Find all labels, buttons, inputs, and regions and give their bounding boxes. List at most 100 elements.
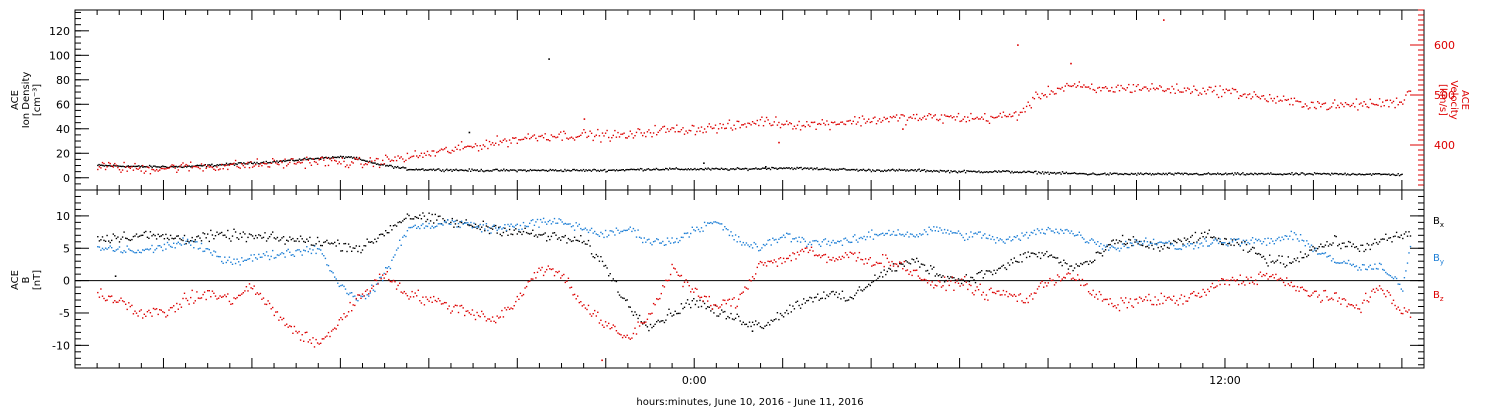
velocity-series-point [604, 132, 607, 134]
bz-series-point [686, 281, 689, 283]
density-series-point [1260, 172, 1263, 175]
density-series-point [553, 169, 555, 172]
by-series-point [1332, 258, 1334, 260]
by-series-point [1043, 232, 1045, 234]
bx-series-point [660, 320, 662, 322]
by-series-point [617, 229, 619, 231]
bx-series-point [111, 239, 113, 242]
by-series-point [1233, 238, 1235, 240]
density-series-point [699, 168, 701, 170]
by-series-point [1089, 239, 1091, 241]
bx-series-point [882, 276, 884, 278]
density-series-point [397, 165, 399, 168]
bz-series-point [1375, 287, 1378, 290]
velocity-series-point [772, 124, 774, 126]
by-series-point [640, 237, 642, 239]
bz-series-point [473, 314, 475, 316]
bx-series-point [433, 222, 435, 224]
by-series-point [1234, 239, 1237, 241]
density-series-point [1141, 173, 1143, 175]
by-series-point [914, 236, 916, 238]
by-series-point [194, 241, 196, 243]
bx-series-point [234, 231, 237, 233]
bx-series-point [250, 234, 252, 236]
bz-series-point [909, 271, 912, 273]
bz-series-point [335, 328, 337, 330]
density-series-point [1170, 173, 1172, 175]
by-series-point [1358, 266, 1361, 269]
density-series-point [448, 169, 451, 171]
bx-series-point [677, 312, 679, 315]
by-series-point [1267, 237, 1269, 239]
bx-series-point [846, 299, 848, 302]
bx-series-point [1299, 251, 1302, 253]
velocity-series-point [1018, 114, 1020, 116]
density-series-point [560, 169, 562, 171]
bz-series-point [809, 249, 811, 251]
velocity-series-point [522, 138, 525, 140]
by-series-point [1064, 229, 1066, 231]
by-series-point [1221, 242, 1223, 244]
density-series-point [718, 168, 720, 170]
bz-series-point [584, 307, 587, 309]
bz-series-point [1038, 285, 1040, 288]
density-series-point [853, 168, 855, 171]
velocity-series-point [504, 138, 506, 140]
by-series-point [1176, 248, 1178, 250]
velocity-series-point [109, 162, 111, 165]
bx-series-point [100, 239, 102, 241]
density-series-point [333, 156, 335, 159]
by-series-point [841, 244, 844, 246]
by-series-point [620, 230, 622, 233]
by-series-point [1049, 228, 1051, 230]
velocity-series-point [1162, 89, 1164, 92]
density-series-point [984, 171, 987, 173]
bx-series-point [1091, 262, 1093, 264]
velocity-series-point [1156, 87, 1158, 89]
by-series-point [1279, 239, 1282, 242]
velocity-series-point [228, 164, 231, 166]
by-series-point [755, 243, 757, 245]
by-series-point [947, 229, 949, 231]
bx-series-point [872, 280, 875, 283]
velocity-series-point [1217, 96, 1220, 99]
bx-series-point [640, 321, 642, 323]
velocity-series-point [123, 161, 125, 164]
bz-series-point [1190, 293, 1192, 295]
density-series-point [223, 164, 225, 166]
bx-series-point [1351, 245, 1353, 248]
density-series-point [1244, 174, 1247, 176]
by-series-point [1015, 236, 1017, 239]
by-series-point [1121, 243, 1124, 245]
bx-series-point [823, 291, 825, 293]
bx-series-point [287, 240, 289, 242]
density-series-point [1376, 173, 1378, 175]
bz-series-point [1100, 293, 1102, 296]
bz-series-point [414, 292, 416, 294]
velocity-series-point [408, 157, 410, 160]
velocity-series-point [990, 115, 992, 118]
bx-series-point [196, 236, 198, 238]
by-series-point [1156, 244, 1158, 246]
density-series-point [485, 169, 488, 172]
density-series-point [1290, 173, 1292, 175]
bx-series-point [556, 238, 559, 240]
bx-series-point [731, 318, 734, 320]
density-series-point [959, 171, 961, 173]
bx-series-point [1114, 242, 1116, 245]
density-series-point [176, 166, 179, 168]
bx-series-point [258, 234, 260, 236]
bz-series-point [970, 284, 972, 287]
bz-series-point [1332, 298, 1334, 301]
by-series-point [484, 228, 486, 230]
bx-series-point [1077, 265, 1079, 267]
bx-series-point [843, 297, 845, 299]
density-series-point [121, 165, 123, 168]
density-series-point [1199, 174, 1202, 176]
bz-series-point [773, 259, 775, 261]
bz-series-point [258, 293, 260, 296]
velocity-series-point [349, 164, 351, 166]
bz-series-point [1005, 290, 1008, 293]
velocity-series-point [1060, 88, 1062, 90]
bx-series-point [782, 316, 785, 318]
